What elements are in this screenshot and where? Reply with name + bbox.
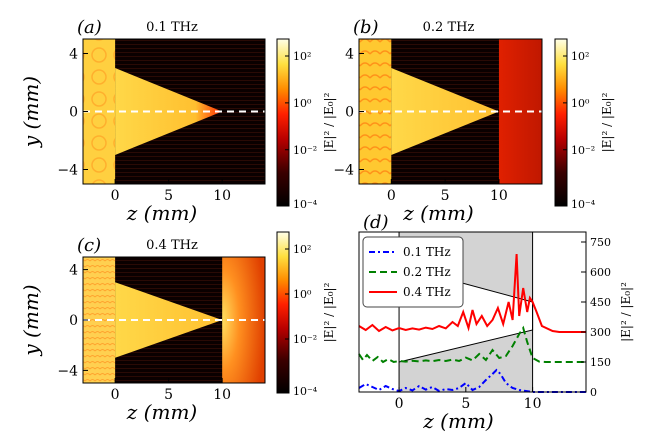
y-axis-label: y (mm) [19, 76, 43, 148]
colorbar-tick-label: 10⁻⁴ [293, 198, 318, 211]
heatmap-panel-3: 0 5 10 4 0 −4 (c) 0.4 THz z (mm) y (mm) 10² 10⁰ 10⁻²… [19, 231, 336, 424]
colorbar-tick-label: 10² [293, 243, 311, 256]
panel-title: 0.2 THz [423, 20, 475, 35]
series-line-1 [358, 368, 586, 393]
y-axis-label: |E|² / |E₀|² [619, 282, 633, 342]
y-axis-label: y (mm) [19, 284, 43, 356]
heatmap-panel-1: 0 5 10 4 0 −4 (a) 0.1 THz z (mm) y (mm) 10² 10⁰ 10⁻²… [19, 17, 336, 225]
legend-label: 0.2 THz [403, 265, 451, 279]
colorbar-label: |E|² / |E₀|² [322, 92, 336, 152]
series-line-3 [358, 253, 586, 333]
x-tick-label: 5 [441, 188, 450, 204]
x-tick-label: 0 [395, 396, 404, 412]
colorbar-tick-label: 10⁻² [293, 333, 317, 346]
x-tick-label: 5 [164, 188, 173, 204]
y-tick-label: 4 [69, 263, 78, 279]
panel-label: (b) [353, 17, 379, 38]
colorbar-tick-label: 10⁰ [293, 97, 312, 110]
panel-title: 0.1 THz [146, 20, 198, 35]
panel-label: (a) [77, 17, 102, 38]
x-axis-label: z (mm) [422, 409, 493, 433]
x-tick-label: 5 [461, 396, 470, 412]
colorbar-tick-label: 10² [293, 50, 311, 63]
colorbar-label: |E|² / |E₀|² [600, 92, 614, 152]
y-tick-label: 4 [345, 47, 354, 63]
panel-label: (c) [77, 235, 101, 256]
line-panel: 0 5 10 0 150 300 450 600 750 (d) z (mm) |E|² / |E₀|… [358, 212, 633, 433]
x-tick-label: 10 [213, 188, 231, 204]
legend-label: 0.1 THz [403, 245, 451, 259]
x-axis-label: z (mm) [402, 201, 473, 225]
colorbar-label: |E|² / |E₀|² [322, 282, 336, 342]
series-line-2 [358, 325, 586, 364]
y-tick-label: 0 [590, 386, 597, 399]
y-tick-label: 4 [69, 47, 78, 63]
colorbar-tick-label: 10⁻² [571, 144, 595, 157]
y-tick-label: 0 [69, 313, 78, 329]
colorbar [276, 231, 290, 394]
panel-label: (d) [363, 212, 389, 233]
colorbar-tick-label: 10² [571, 50, 589, 63]
x-tick-label: 0 [111, 387, 120, 403]
colorbar-tick-label: 10⁰ [293, 288, 312, 301]
x-tick-label: 10 [213, 387, 231, 403]
colorbar-tick-label: 10⁻⁴ [293, 385, 318, 398]
x-axis-label: z (mm) [126, 201, 197, 225]
y-tick-label: 0 [345, 105, 354, 121]
heatmap-panel-2: 0 5 10 4 0 −4 (b) 0.2 THz z (mm) 10² 10⁰ 10⁻² 10⁻⁴ |E… [333, 17, 614, 225]
x-tick-label: 10 [524, 396, 542, 412]
legend-label: 0.4 THz [403, 285, 451, 299]
colorbar-tick-label: 10⁰ [571, 97, 590, 110]
y-tick-label: 600 [590, 266, 611, 279]
x-axis-label: z (mm) [126, 400, 197, 424]
x-tick-label: 0 [111, 188, 120, 204]
colorbar-tick-label: 10⁻⁴ [571, 198, 596, 211]
y-tick-label: 0 [69, 105, 78, 121]
x-tick-label: 0 [387, 188, 396, 204]
y-tick-label: −4 [333, 163, 354, 179]
legend: 0.1 THz 0.2 THz 0.4 THz [362, 236, 464, 308]
colorbar-tick-label: 10⁻² [293, 144, 317, 157]
x-tick-label: 10 [490, 188, 508, 204]
y-tick-label: 750 [590, 236, 611, 249]
legend-box [362, 236, 464, 308]
colorbar [554, 38, 568, 207]
y-tick-label: −4 [57, 363, 78, 379]
y-tick-label: 150 [590, 356, 611, 369]
x-tick-label: 5 [164, 387, 173, 403]
panel-title: 0.4 THz [146, 238, 198, 253]
colorbar [276, 38, 290, 207]
plot-frame [358, 231, 587, 393]
y-tick-label: −4 [57, 163, 78, 179]
y-tick-label: 450 [590, 296, 611, 309]
y-tick-label: 300 [590, 326, 611, 339]
